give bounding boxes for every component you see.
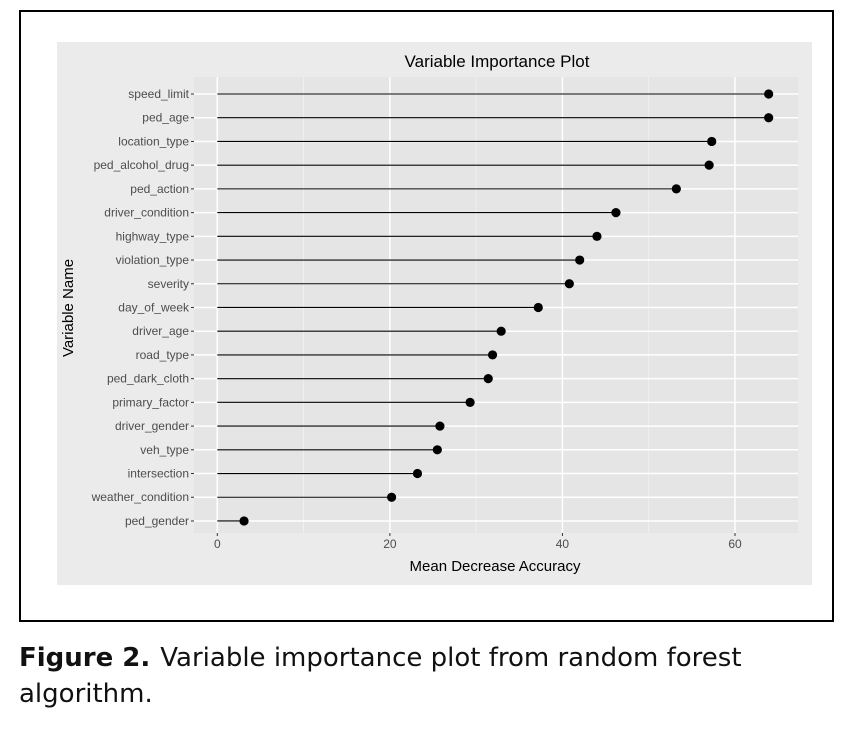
y-tick-label: ped_gender [125, 514, 189, 528]
point-violation_type [575, 255, 585, 265]
y-tick-label: violation_type [116, 253, 190, 267]
point-driver_condition [611, 208, 621, 218]
point-driver_gender [435, 421, 445, 431]
point-driver_age [496, 326, 506, 336]
caption-label: Figure 2. [19, 643, 151, 673]
chart-title: Variable Importance Plot [405, 52, 590, 71]
x-tick-label: 60 [728, 537, 742, 551]
x-tick-label: 0 [214, 537, 221, 551]
point-ped_age [764, 113, 774, 123]
point-ped_dark_cloth [483, 374, 493, 384]
variable-importance-chart: speed_limit ped_age location_type ped_alcoh… [57, 42, 812, 585]
plot-panel [194, 77, 798, 533]
y-tick-label: primary_factor [112, 395, 189, 409]
point-highway_type [592, 231, 602, 241]
y-tick-label: veh_type [140, 443, 189, 457]
y-tick-label: driver_age [132, 324, 189, 338]
lollipop-marks [217, 89, 774, 526]
y-tick-label: highway_type [116, 229, 190, 243]
point-speed_limit [764, 89, 774, 99]
x-tick-label: 20 [383, 537, 397, 551]
point-road_type [487, 350, 498, 360]
y-tick-label: ped_dark_cloth [107, 372, 189, 386]
y-axis-label: Variable Name [60, 259, 77, 357]
point-primary_factor [465, 397, 475, 407]
point-ped_action [671, 184, 681, 194]
figure-caption: Figure 2. Variable importance plot from r… [19, 640, 829, 712]
y-tick-label: day_of_week [118, 300, 190, 314]
y-tick-label: ped_action [130, 182, 189, 196]
point-severity [564, 279, 574, 289]
point-location_type [707, 136, 717, 147]
point-intersection [412, 468, 423, 479]
axes: speed_limit ped_age location_type ped_alcoh… [91, 87, 742, 551]
caption-text: Variable importance plot from random for… [19, 643, 742, 709]
y-tick-label: driver_gender [115, 419, 189, 433]
x-axis-label: Mean Decrease Accuracy [410, 558, 581, 575]
y-tick-label: road_type [136, 348, 190, 362]
y-tick-label: location_type [118, 134, 189, 148]
point-day_of_week [533, 302, 543, 313]
figure-frame: speed_limit ped_age location_type ped_alcoh… [19, 10, 834, 622]
x-tick-label: 40 [556, 537, 570, 551]
y-tick-label: intersection [128, 467, 189, 481]
point-weather_condition [386, 492, 397, 502]
point-veh_type [432, 445, 442, 455]
y-tick-label: speed_limit [128, 87, 189, 101]
point-ped_gender [239, 516, 249, 526]
y-tick-label: weather_condition [91, 490, 189, 504]
y-tick-label: severity [148, 277, 189, 291]
point-ped_alcohol_drug [704, 160, 714, 170]
y-tick-label: driver_condition [104, 206, 189, 220]
y-tick-label: ped_age [142, 111, 189, 125]
y-tick-label: ped_alcohol_drug [94, 158, 189, 172]
